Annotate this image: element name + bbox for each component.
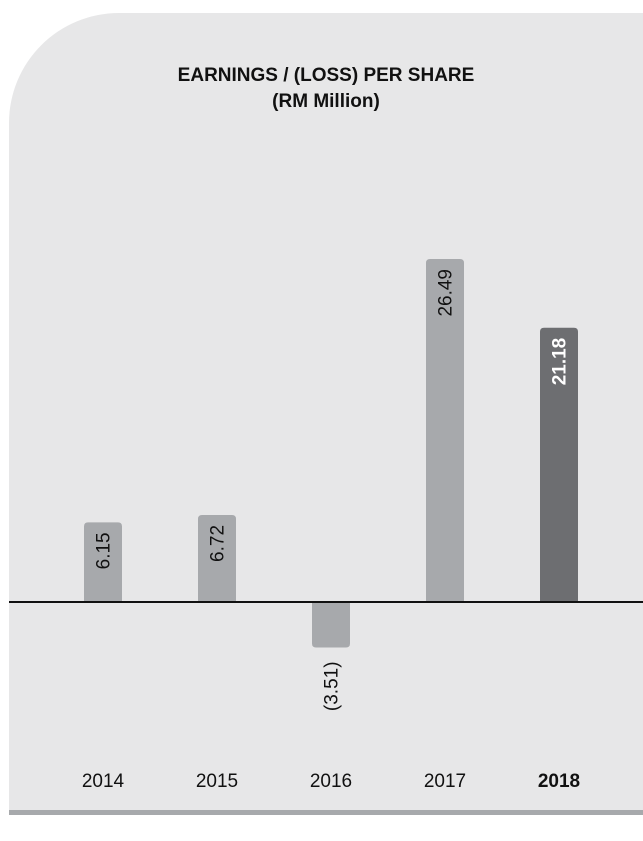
value-label-2014: 6.15 (94, 532, 115, 569)
year-label-2014: 2014 (82, 771, 125, 792)
bar-2017 (426, 259, 464, 602)
value-labels-group: 6.15 6.72 (3.51) 26.49 21.18 (94, 269, 571, 711)
year-label-2018: 2018 (538, 771, 580, 792)
value-label-2017: 26.49 (436, 269, 457, 317)
chart-panel (9, 13, 643, 815)
chart-title: EARNINGS / (LOSS) PER SHARE (178, 65, 475, 86)
value-label-2015: 6.72 (208, 525, 229, 562)
year-label-2016: 2016 (310, 771, 352, 792)
value-label-2016: (3.51) (322, 661, 343, 711)
bottom-rule (9, 810, 643, 815)
value-label-2018: 21.18 (550, 338, 571, 386)
bar-2016 (312, 602, 350, 648)
year-label-2015: 2015 (196, 771, 238, 792)
chart-subtitle: (RM Million) (272, 91, 380, 112)
bar-2015 (198, 514, 236, 602)
year-label-2017: 2017 (424, 771, 466, 792)
bar-2018 (540, 327, 578, 602)
bars-group (84, 259, 578, 648)
year-labels-group: 2014 2015 2016 2017 2018 (82, 771, 580, 792)
bar-2014 (84, 522, 122, 602)
